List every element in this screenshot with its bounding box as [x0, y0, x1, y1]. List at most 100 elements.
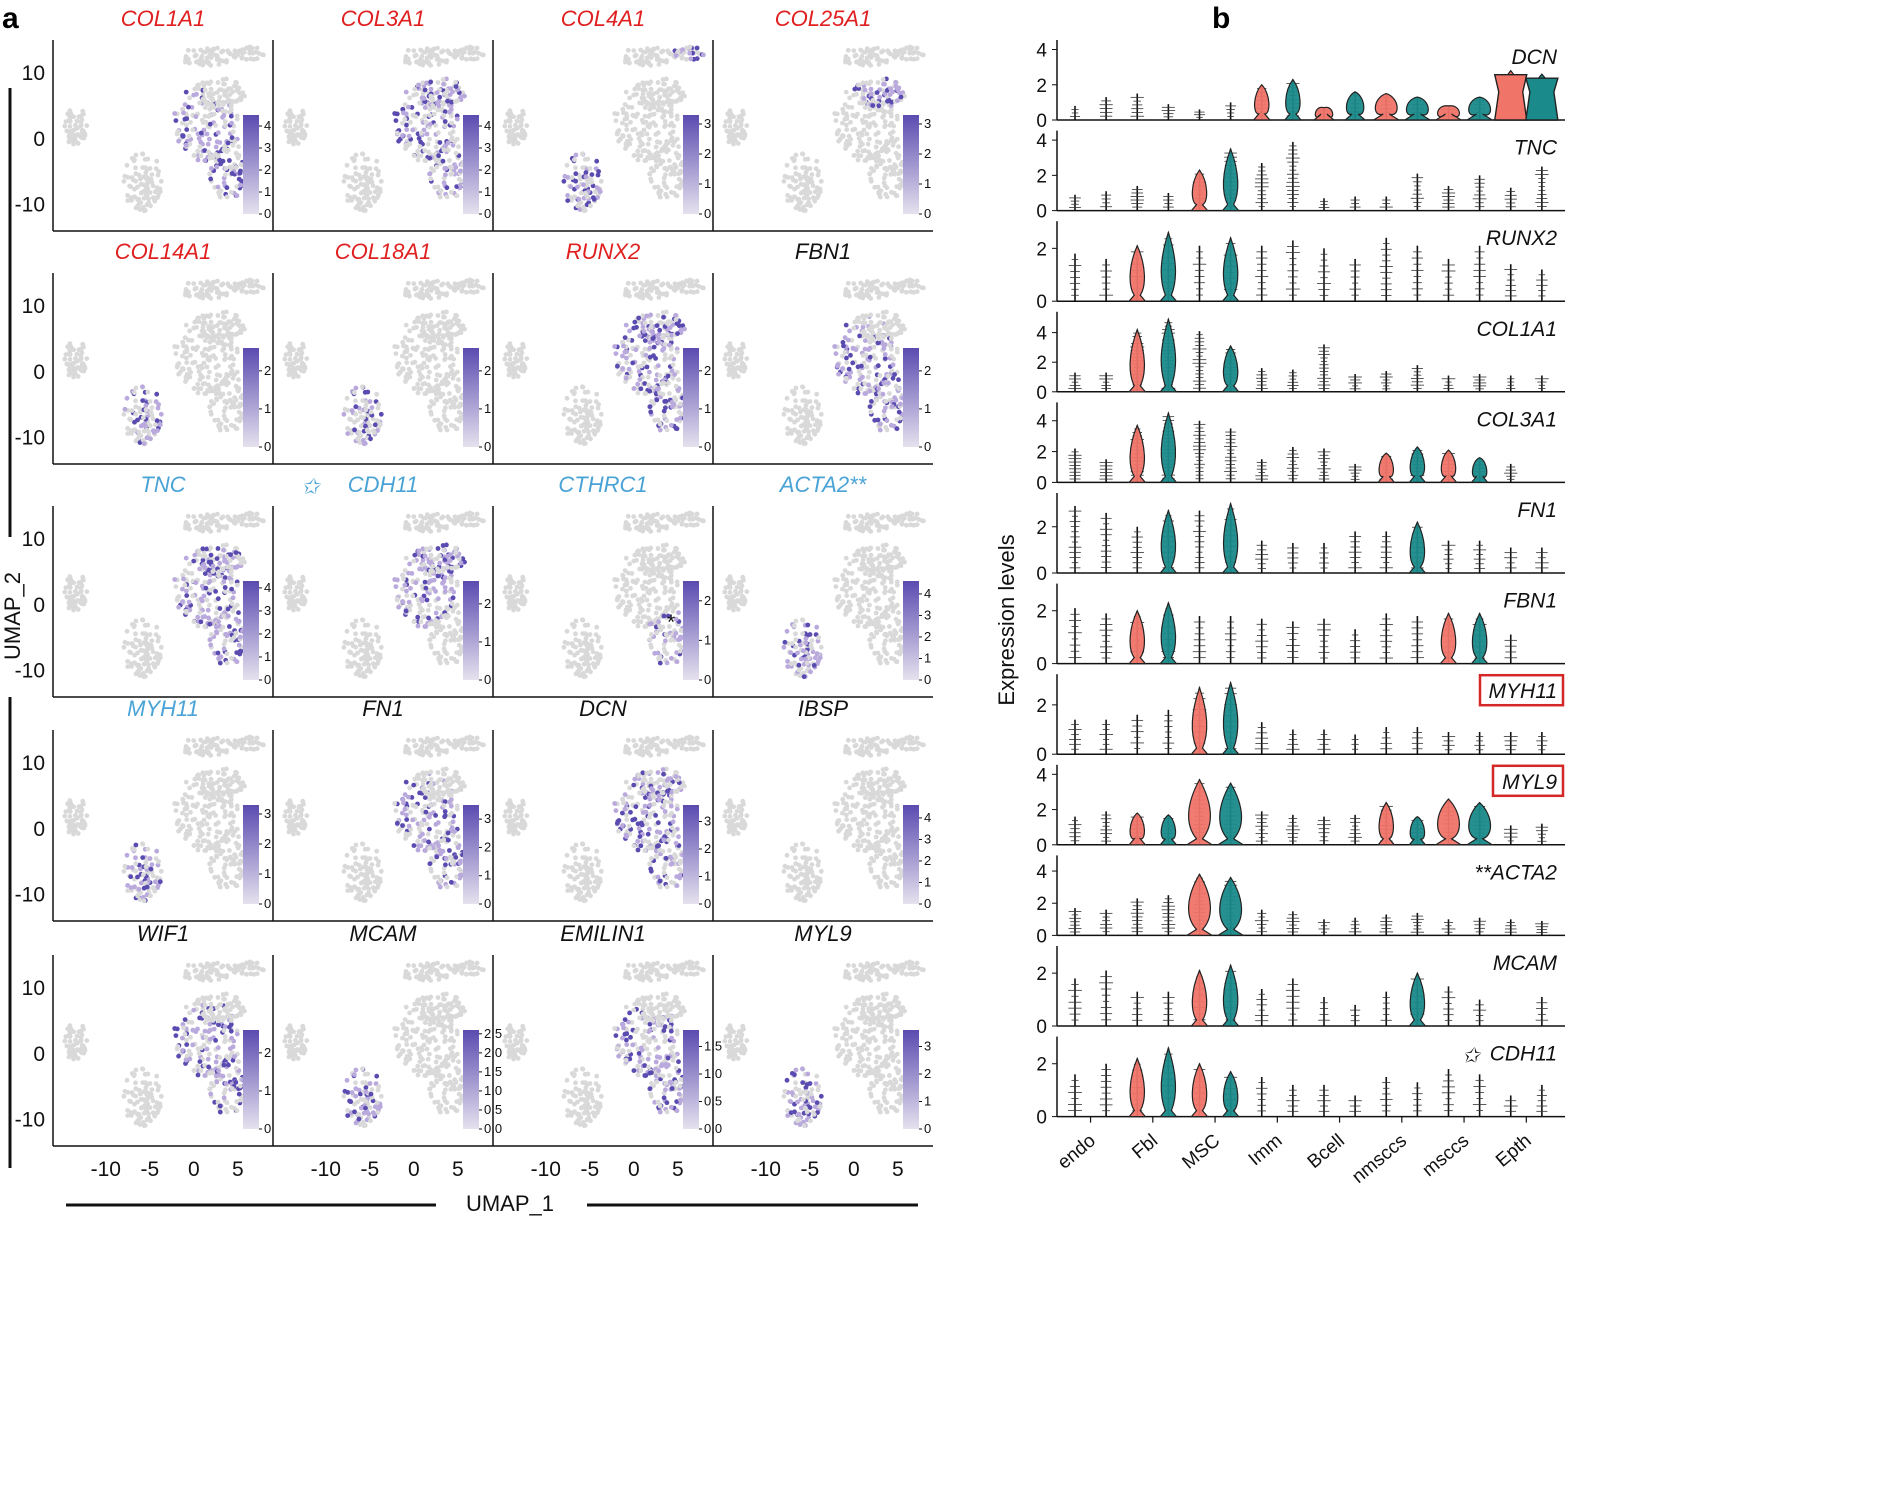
umap-cell [871, 46, 877, 52]
umap-cell [668, 319, 673, 324]
umap-cell [197, 377, 203, 382]
umap-cell [125, 431, 131, 436]
umap-cell [597, 189, 603, 195]
umap-cell [182, 335, 188, 340]
umap-cell [408, 352, 413, 358]
umap-cell [401, 343, 406, 349]
umap-cell [585, 156, 591, 162]
umap-cell [867, 354, 873, 360]
umap-cell [592, 422, 598, 428]
umap-cell [254, 511, 260, 517]
umap-cell [247, 283, 253, 289]
umap-cell [866, 61, 871, 66]
umap-cell [508, 345, 514, 351]
umap-cell [650, 336, 656, 341]
umap-cell [433, 144, 439, 150]
umap-cell [620, 107, 626, 112]
umap-cell [876, 62, 882, 67]
umap-cell [291, 141, 296, 147]
umap-cell [635, 157, 641, 163]
umap-cell [132, 427, 137, 433]
umap-cell [222, 123, 228, 128]
umap-cell [626, 366, 632, 372]
colorbar-tick-label: 2 [924, 363, 931, 378]
umap-cell [853, 347, 859, 353]
umap-cell [406, 133, 412, 139]
colorbar-tick-label: 0 [264, 206, 271, 221]
umap-cell [230, 129, 236, 135]
umap-cell [197, 100, 203, 106]
umap-cell [203, 585, 209, 591]
umap-cell [254, 45, 260, 51]
umap-cell [210, 103, 216, 108]
umap-cell [358, 423, 364, 429]
umap-cell [893, 53, 899, 58]
umap-cell [187, 95, 193, 101]
umap-cell [630, 127, 636, 133]
umap-cell [660, 391, 666, 397]
umap-cell [811, 197, 817, 202]
umap-cell [843, 59, 848, 65]
umap-cell [301, 368, 307, 374]
umap-cell [657, 421, 663, 427]
umap-cell [449, 404, 455, 409]
umap-cell [193, 114, 199, 120]
umap-cell [654, 164, 660, 170]
umap-cell [191, 619, 197, 624]
umap-cell [453, 383, 459, 389]
umap-cell [863, 119, 869, 125]
umap-cell [642, 113, 648, 119]
umap-cell [436, 153, 441, 159]
umap-cell [515, 374, 521, 379]
umap-cell [562, 406, 568, 412]
umap-cell [441, 380, 447, 386]
y-tick-label: -10 [15, 194, 45, 217]
umap-cell [433, 356, 438, 361]
umap-cell [221, 180, 227, 186]
umap-cell [355, 184, 360, 190]
umap-cell [364, 194, 370, 200]
umap-cell [188, 352, 193, 358]
umap-cell [883, 172, 888, 178]
umap-cell [226, 613, 231, 619]
umap-cell [282, 123, 288, 129]
umap-cell [568, 417, 574, 423]
umap-cell [210, 336, 216, 341]
umap-cell [236, 642, 242, 648]
umap-cell [801, 208, 807, 214]
umap-cell [344, 162, 350, 168]
umap-cell [213, 589, 219, 594]
umap-cell [647, 345, 653, 351]
umap-cell [208, 516, 214, 522]
umap-cell [481, 285, 486, 291]
umap-cell [796, 196, 802, 202]
colorbar-tick-label: 2 [704, 146, 711, 161]
umap-cell [68, 578, 74, 584]
umap-cell [207, 354, 213, 360]
umap-cell [895, 282, 901, 287]
umap-cell [401, 110, 406, 116]
umap-cell [238, 94, 244, 100]
umap-cell [816, 402, 821, 407]
umap-cell [365, 389, 371, 395]
colorbar-tick-label: 1 [484, 184, 491, 199]
umap-cell [186, 56, 191, 62]
umap-cell [800, 165, 806, 171]
umap-cell [216, 336, 222, 342]
umap-cell [224, 651, 230, 657]
umap-cell [228, 346, 234, 352]
umap-cell [412, 86, 418, 92]
umap-cell [458, 327, 464, 333]
umap-cell [788, 184, 794, 190]
umap-cell [519, 360, 525, 366]
umap-cell [208, 79, 214, 85]
umap-cell [352, 157, 357, 163]
umap-cell [138, 176, 143, 182]
umap-cell [886, 283, 892, 289]
umap-cell [198, 130, 204, 136]
umap-cell [147, 166, 153, 171]
umap-cell [233, 519, 239, 524]
colorbar-tick-label: 1 [704, 401, 711, 416]
umap-cell [735, 374, 741, 379]
colorbar [463, 348, 479, 447]
